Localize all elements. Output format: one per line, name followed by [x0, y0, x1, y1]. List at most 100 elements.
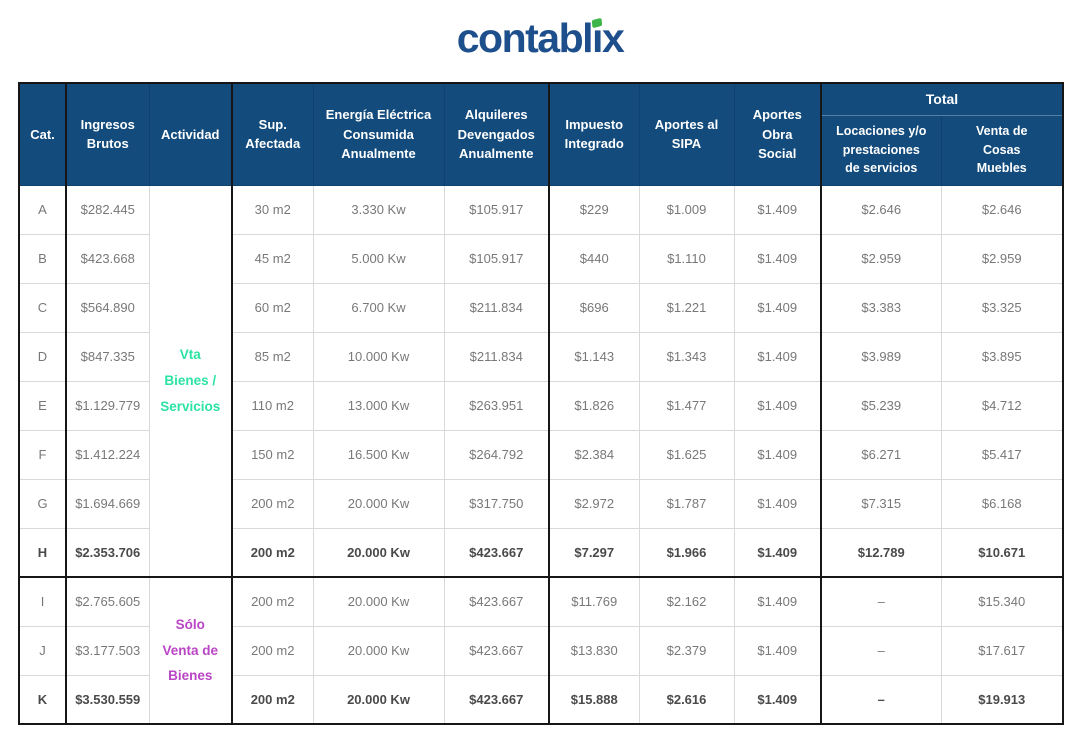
impuesto-cell: $2.384 [548, 429, 640, 480]
sipa-cell: $1.966 [638, 527, 735, 578]
logo: contabl ıx [0, 15, 1080, 61]
energia-cell: 6.700 Kw [312, 282, 445, 333]
alquileres-cell: $423.667 [443, 527, 550, 578]
logo-text-prefix: contabl [456, 15, 594, 61]
total-locaciones-cell: – [820, 625, 942, 676]
sipa-cell: $1.221 [638, 282, 735, 333]
energia-cell: 10.000 Kw [312, 331, 445, 382]
sipa-cell: $1.110 [638, 233, 735, 284]
sipa-cell: $1.787 [638, 478, 735, 529]
total-locaciones-cell: $3.383 [820, 282, 942, 333]
col-header-total-venta: Venta de Cosas Muebles [940, 114, 1064, 186]
ingresos-brutos-cell: $1.694.669 [65, 478, 150, 529]
obra-social-cell: $1.409 [733, 478, 822, 529]
energia-cell: 16.500 Kw [312, 429, 445, 480]
total-venta-cell: $19.913 [940, 674, 1064, 725]
impuesto-cell: $13.830 [548, 625, 640, 676]
col-header-energia: Energía Eléctrica Consumida Anualmente [312, 82, 445, 186]
ingresos-brutos-cell: $3.530.559 [65, 674, 150, 725]
total-locaciones-cell: $5.239 [820, 380, 942, 431]
alquileres-cell: $105.917 [443, 233, 550, 284]
cat-cell: J [18, 625, 67, 676]
table-row: A $282.445 Vta Bienes / Servicios 30 m2 3.33… [18, 184, 1064, 578]
cat-cell: I [18, 576, 67, 627]
col-header-ingresos: Ingresos Brutos [65, 82, 150, 186]
col-header-sup: Sup. Afectada [231, 82, 314, 186]
obra-social-cell: $1.409 [733, 184, 822, 235]
alquileres-cell: $423.667 [443, 625, 550, 676]
total-locaciones-cell: $7.315 [820, 478, 942, 529]
actividad-group-cell: Sólo Venta de Bienes [148, 576, 233, 725]
table-row: K $3.530.559 200 m2 20.000 Kw $423.667 $15.88… [18, 674, 1064, 725]
actividad-group-cell: Vta Bienes / Servicios [148, 184, 233, 578]
table-row: D $847.335 85 m2 10.000 Kw $211.834 $1.143 $1.… [18, 331, 1064, 382]
ingresos-brutos-cell: $3.177.503 [65, 625, 150, 676]
obra-social-cell: $1.409 [733, 331, 822, 382]
impuesto-cell: $440 [548, 233, 640, 284]
sup-afectada-cell: 30 m2 [231, 184, 314, 235]
ingresos-brutos-cell: $564.890 [65, 282, 150, 333]
energia-cell: 20.000 Kw [312, 576, 445, 627]
col-header-sipa: Aportes al SIPA [638, 82, 735, 186]
col-header-total-locaciones: Locaciones y/o prestaciones de servicios [820, 114, 942, 186]
total-venta-cell: $3.895 [940, 331, 1064, 382]
cat-cell: K [18, 674, 67, 725]
sipa-cell: $2.162 [638, 576, 735, 627]
alquileres-cell: $423.667 [443, 576, 550, 627]
total-venta-cell: $17.617 [940, 625, 1064, 676]
energia-cell: 20.000 Kw [312, 478, 445, 529]
ingresos-brutos-cell: $1.412.224 [65, 429, 150, 480]
obra-social-cell: $1.409 [733, 527, 822, 578]
total-venta-cell: $10.671 [940, 527, 1064, 578]
table-row: I $2.765.605 Sólo Venta de Bienes 200 m2 20.… [18, 576, 1064, 725]
total-locaciones-cell: $2.959 [820, 233, 942, 284]
ingresos-brutos-cell: $2.765.605 [65, 576, 150, 627]
impuesto-cell: $1.826 [548, 380, 640, 431]
sipa-cell: $1.343 [638, 331, 735, 382]
alquileres-cell: $211.834 [443, 331, 550, 382]
energia-cell: 13.000 Kw [312, 380, 445, 431]
col-header-alquileres: Alquileres Devengados Anualmente [443, 82, 550, 186]
impuesto-cell: $15.888 [548, 674, 640, 725]
table-row: E $1.129.779 110 m2 13.000 Kw $263.951 $1.826… [18, 380, 1064, 431]
total-locaciones-cell: $6.271 [820, 429, 942, 480]
cat-cell: F [18, 429, 67, 480]
ingresos-brutos-cell: $1.129.779 [65, 380, 150, 431]
total-venta-cell: $3.325 [940, 282, 1064, 333]
sup-afectada-cell: 200 m2 [231, 478, 314, 529]
total-venta-cell: $15.340 [940, 576, 1064, 627]
table-row: J $3.177.503 200 m2 20.000 Kw $423.667 $13.83… [18, 625, 1064, 676]
energia-cell: 5.000 Kw [312, 233, 445, 284]
alquileres-cell: $317.750 [443, 478, 550, 529]
sipa-cell: $1.625 [638, 429, 735, 480]
ingresos-brutos-cell: $282.445 [65, 184, 150, 235]
total-venta-cell: $2.959 [940, 233, 1064, 284]
total-locaciones-cell: $3.989 [820, 331, 942, 382]
impuesto-cell: $2.972 [548, 478, 640, 529]
cat-cell: B [18, 233, 67, 284]
sup-afectada-cell: 200 m2 [231, 576, 314, 627]
sipa-cell: $1.009 [638, 184, 735, 235]
energia-cell: 20.000 Kw [312, 674, 445, 725]
total-locaciones-cell: $12.789 [820, 527, 942, 578]
table-row: C $564.890 60 m2 6.700 Kw $211.834 $696 $1.221… [18, 282, 1064, 333]
alquileres-cell: $105.917 [443, 184, 550, 235]
col-header-cat: Cat. [18, 82, 67, 186]
impuesto-cell: $696 [548, 282, 640, 333]
table-row: G $1.694.669 200 m2 20.000 Kw $317.750 $2.972… [18, 478, 1064, 529]
energia-cell: 20.000 Kw [312, 625, 445, 676]
ingresos-brutos-cell: $423.668 [65, 233, 150, 284]
table-row: F $1.412.224 150 m2 16.500 Kw $264.792 $2.384… [18, 429, 1064, 480]
table-header: Cat. Ingresos Brutos Actividad Sup. Afec… [18, 82, 1064, 186]
cat-cell: A [18, 184, 67, 235]
obra-social-cell: $1.409 [733, 380, 822, 431]
sup-afectada-cell: 200 m2 [231, 674, 314, 725]
sipa-cell: $2.379 [638, 625, 735, 676]
total-venta-cell: $6.168 [940, 478, 1064, 529]
cat-cell: H [18, 527, 67, 578]
sup-afectada-cell: 110 m2 [231, 380, 314, 431]
impuesto-cell: $11.769 [548, 576, 640, 627]
logo-text-suffix: x [601, 15, 625, 61]
obra-social-cell: $1.409 [733, 282, 822, 333]
obra-social-cell: $1.409 [733, 429, 822, 480]
